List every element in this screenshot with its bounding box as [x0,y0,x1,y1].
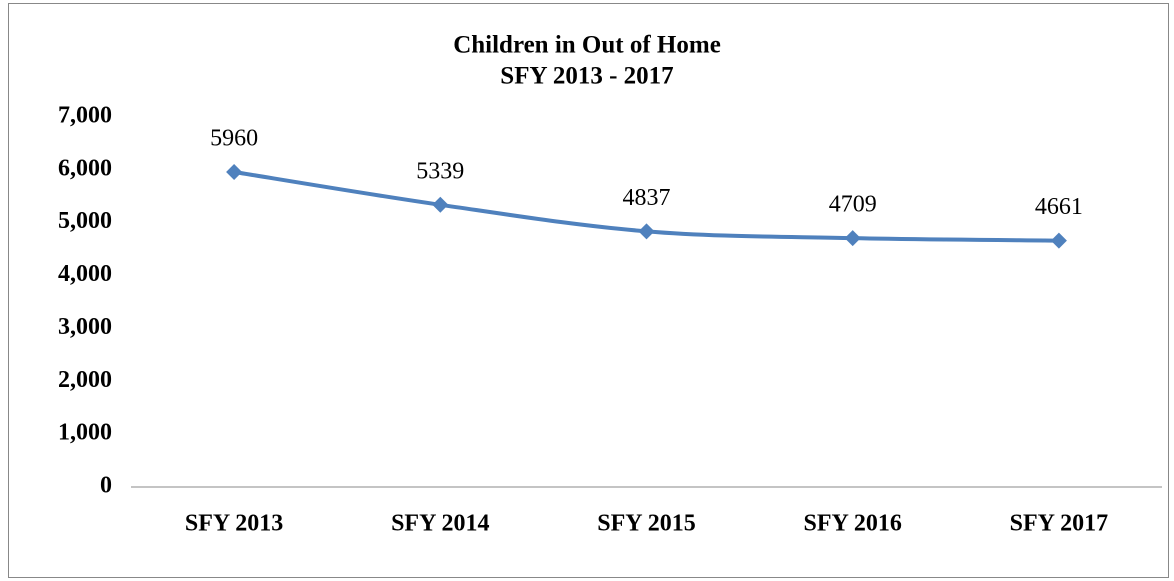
y-tick-label: 2,000 [58,367,112,393]
x-tick-label: SFY 2016 [803,511,901,537]
x-tick-label: SFY 2017 [1010,511,1108,537]
x-tick-label: SFY 2013 [185,511,283,537]
chart-subtitle: SFY 2013 - 2017 [500,63,673,90]
y-tick-label: 1,000 [58,420,112,446]
data-label: 4709 [829,192,877,218]
y-tick-label: 3,000 [58,314,112,340]
data-label: 4837 [623,185,671,211]
marker [844,230,861,247]
marker [1050,232,1067,249]
marker [638,223,655,240]
data-label: 4661 [1035,194,1083,220]
y-tick-label: 0 [100,473,112,499]
y-tick-label: 7,000 [58,103,112,129]
y-tick-label: 6,000 [58,155,112,181]
data-label: 5960 [210,125,258,151]
y-tick-label: 4,000 [58,261,112,287]
y-tick-label: 5,000 [58,208,112,234]
chart-title: Children in Out of Home [453,32,721,59]
marker [432,196,449,213]
chart-frame [8,3,1169,578]
data-label: 5339 [416,158,464,184]
x-tick-label: SFY 2014 [391,511,489,537]
x-tick-label: SFY 2015 [597,511,695,537]
marker [226,163,243,180]
